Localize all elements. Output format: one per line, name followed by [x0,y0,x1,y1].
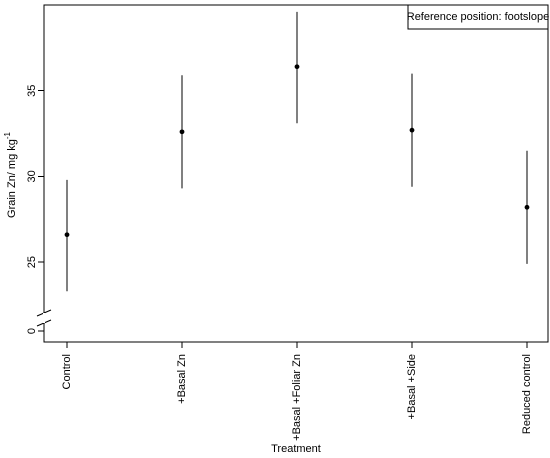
mean-point [64,232,70,238]
legend-box [407,4,549,30]
legend-label: Reference position: footslope [407,11,549,23]
plot-border [43,4,549,343]
y-axis-title-text: Grain Zn/ mg kg [6,139,18,218]
y-axis-title-superscript: -1 [3,131,12,139]
data-marks [64,11,530,292]
x-tick-label: +Basal +Foliar Zn [291,354,303,441]
y-tick-label-30: 30 [26,170,38,182]
mean-point [294,64,300,70]
y-axis: 25 30 35 0 [26,85,44,334]
axis-break-marks [36,309,52,327]
x-tick-label: Control [61,354,73,389]
y-tick-label-0: 0 [26,328,38,334]
mean-point [524,204,530,210]
x-axis-title: Treatment [271,443,321,455]
x-tick-label: +Basal +Side [406,354,418,419]
x-tick-label: Reduced control [521,354,533,434]
x-tick-label: +Basal Zn [176,354,188,404]
y-tick-label-25: 25 [26,256,38,268]
y-tick-label-35: 35 [26,85,38,97]
x-axis: Control +Basal Zn +Basal +Foliar Zn +Basal … [61,342,533,441]
mean-point [179,129,185,135]
legend: Reference position: footslope [407,4,549,30]
mean-point [409,127,415,133]
y-axis-title: Grain Zn/ mg kg-1 [3,131,19,218]
break-gap [43,313,45,323]
